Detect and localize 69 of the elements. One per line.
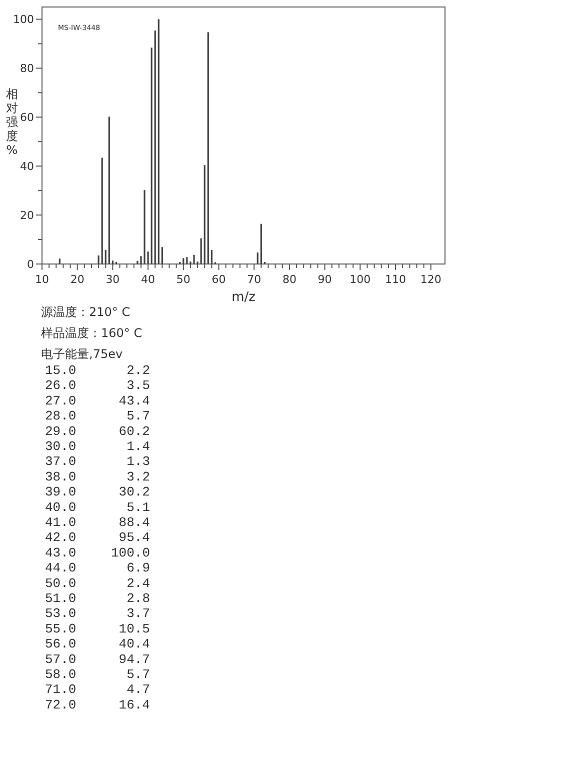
y-tick-label: 0	[27, 258, 34, 271]
x-tick-label: 20	[70, 273, 84, 286]
category-label: 43.0	[45, 545, 76, 560]
x-tick-label: 90	[318, 273, 332, 286]
text: 16.4	[118, 697, 150, 712]
x-tick-label: 70	[247, 273, 262, 286]
text: 94.7	[118, 652, 150, 667]
text: 43.4	[118, 393, 150, 408]
category-label: 29.0	[45, 424, 76, 439]
text: 1.4	[126, 439, 150, 454]
text: 88.4	[118, 515, 150, 530]
text: 5.1	[126, 500, 150, 515]
text: 样品温度：160° C	[41, 326, 142, 340]
category-label: 30.0	[45, 439, 76, 454]
category-label: 51.0	[45, 591, 76, 606]
y-tick-label: 40	[20, 160, 34, 174]
text: 3.2	[126, 469, 150, 484]
category-label: 56.0	[45, 636, 76, 652]
x-tick-label: 30	[106, 273, 120, 286]
x-tick-label: 60	[212, 273, 226, 286]
text: 100.0	[110, 545, 150, 560]
text: 源温度：210° C	[41, 305, 130, 319]
category-label: 50.0	[45, 576, 76, 591]
category-label: 28.0	[45, 408, 76, 424]
x-tick-label: 120	[420, 273, 442, 286]
text: 30.2	[118, 484, 150, 500]
text: 2.2	[126, 363, 150, 378]
y-axis-title: 相对强度%	[6, 87, 18, 157]
text: 3.5	[126, 378, 150, 394]
category-label: 71.0	[45, 682, 76, 698]
category-label: 15.0	[45, 363, 76, 378]
x-tick-label: 110	[385, 273, 406, 286]
text: 2.8	[126, 591, 150, 606]
category-label: 39.0	[45, 484, 76, 500]
text: 95.4	[118, 530, 150, 546]
x-tick-label: 80	[282, 273, 296, 286]
text: 40.4	[118, 636, 150, 652]
category-label: 42.0	[45, 530, 76, 546]
category-label: 72.0	[45, 697, 76, 712]
category-label: 26.0	[45, 378, 76, 394]
text: 10.5	[118, 621, 150, 636]
category-label: 44.0	[45, 560, 76, 576]
x-tick-label: 50	[176, 273, 190, 286]
x-tick-label: 40	[141, 273, 156, 286]
text: 5.7	[126, 667, 150, 682]
text: 1.3	[126, 454, 150, 470]
text: 2.4	[126, 576, 150, 591]
text: 6.9	[126, 560, 150, 576]
category-label: 38.0	[45, 469, 76, 484]
y-tick-label: 60	[20, 111, 34, 124]
y-tick-label: 80	[20, 62, 34, 76]
text: 3.7	[126, 606, 150, 622]
x-tick-label: 100	[350, 273, 371, 286]
category-label: 27.0	[45, 393, 76, 408]
category-label: 41.0	[45, 515, 76, 530]
x-axis-title: m/z	[232, 290, 256, 305]
category-label: 53.0	[45, 606, 76, 622]
category-label: 57.0	[45, 652, 76, 667]
text: 电子能量,75ev	[41, 347, 123, 361]
text: 4.7	[126, 682, 150, 698]
text: 5.7	[126, 408, 150, 424]
category-label: 58.0	[45, 667, 76, 682]
y-tick-label: 100	[13, 13, 34, 26]
category-label: 55.0	[45, 621, 76, 636]
x-tick-label: 10	[35, 273, 49, 286]
y-tick-label: 20	[20, 209, 34, 222]
text: 60.2	[118, 424, 150, 439]
category-label: 40.0	[45, 500, 76, 515]
category-label: 37.0	[45, 454, 76, 470]
